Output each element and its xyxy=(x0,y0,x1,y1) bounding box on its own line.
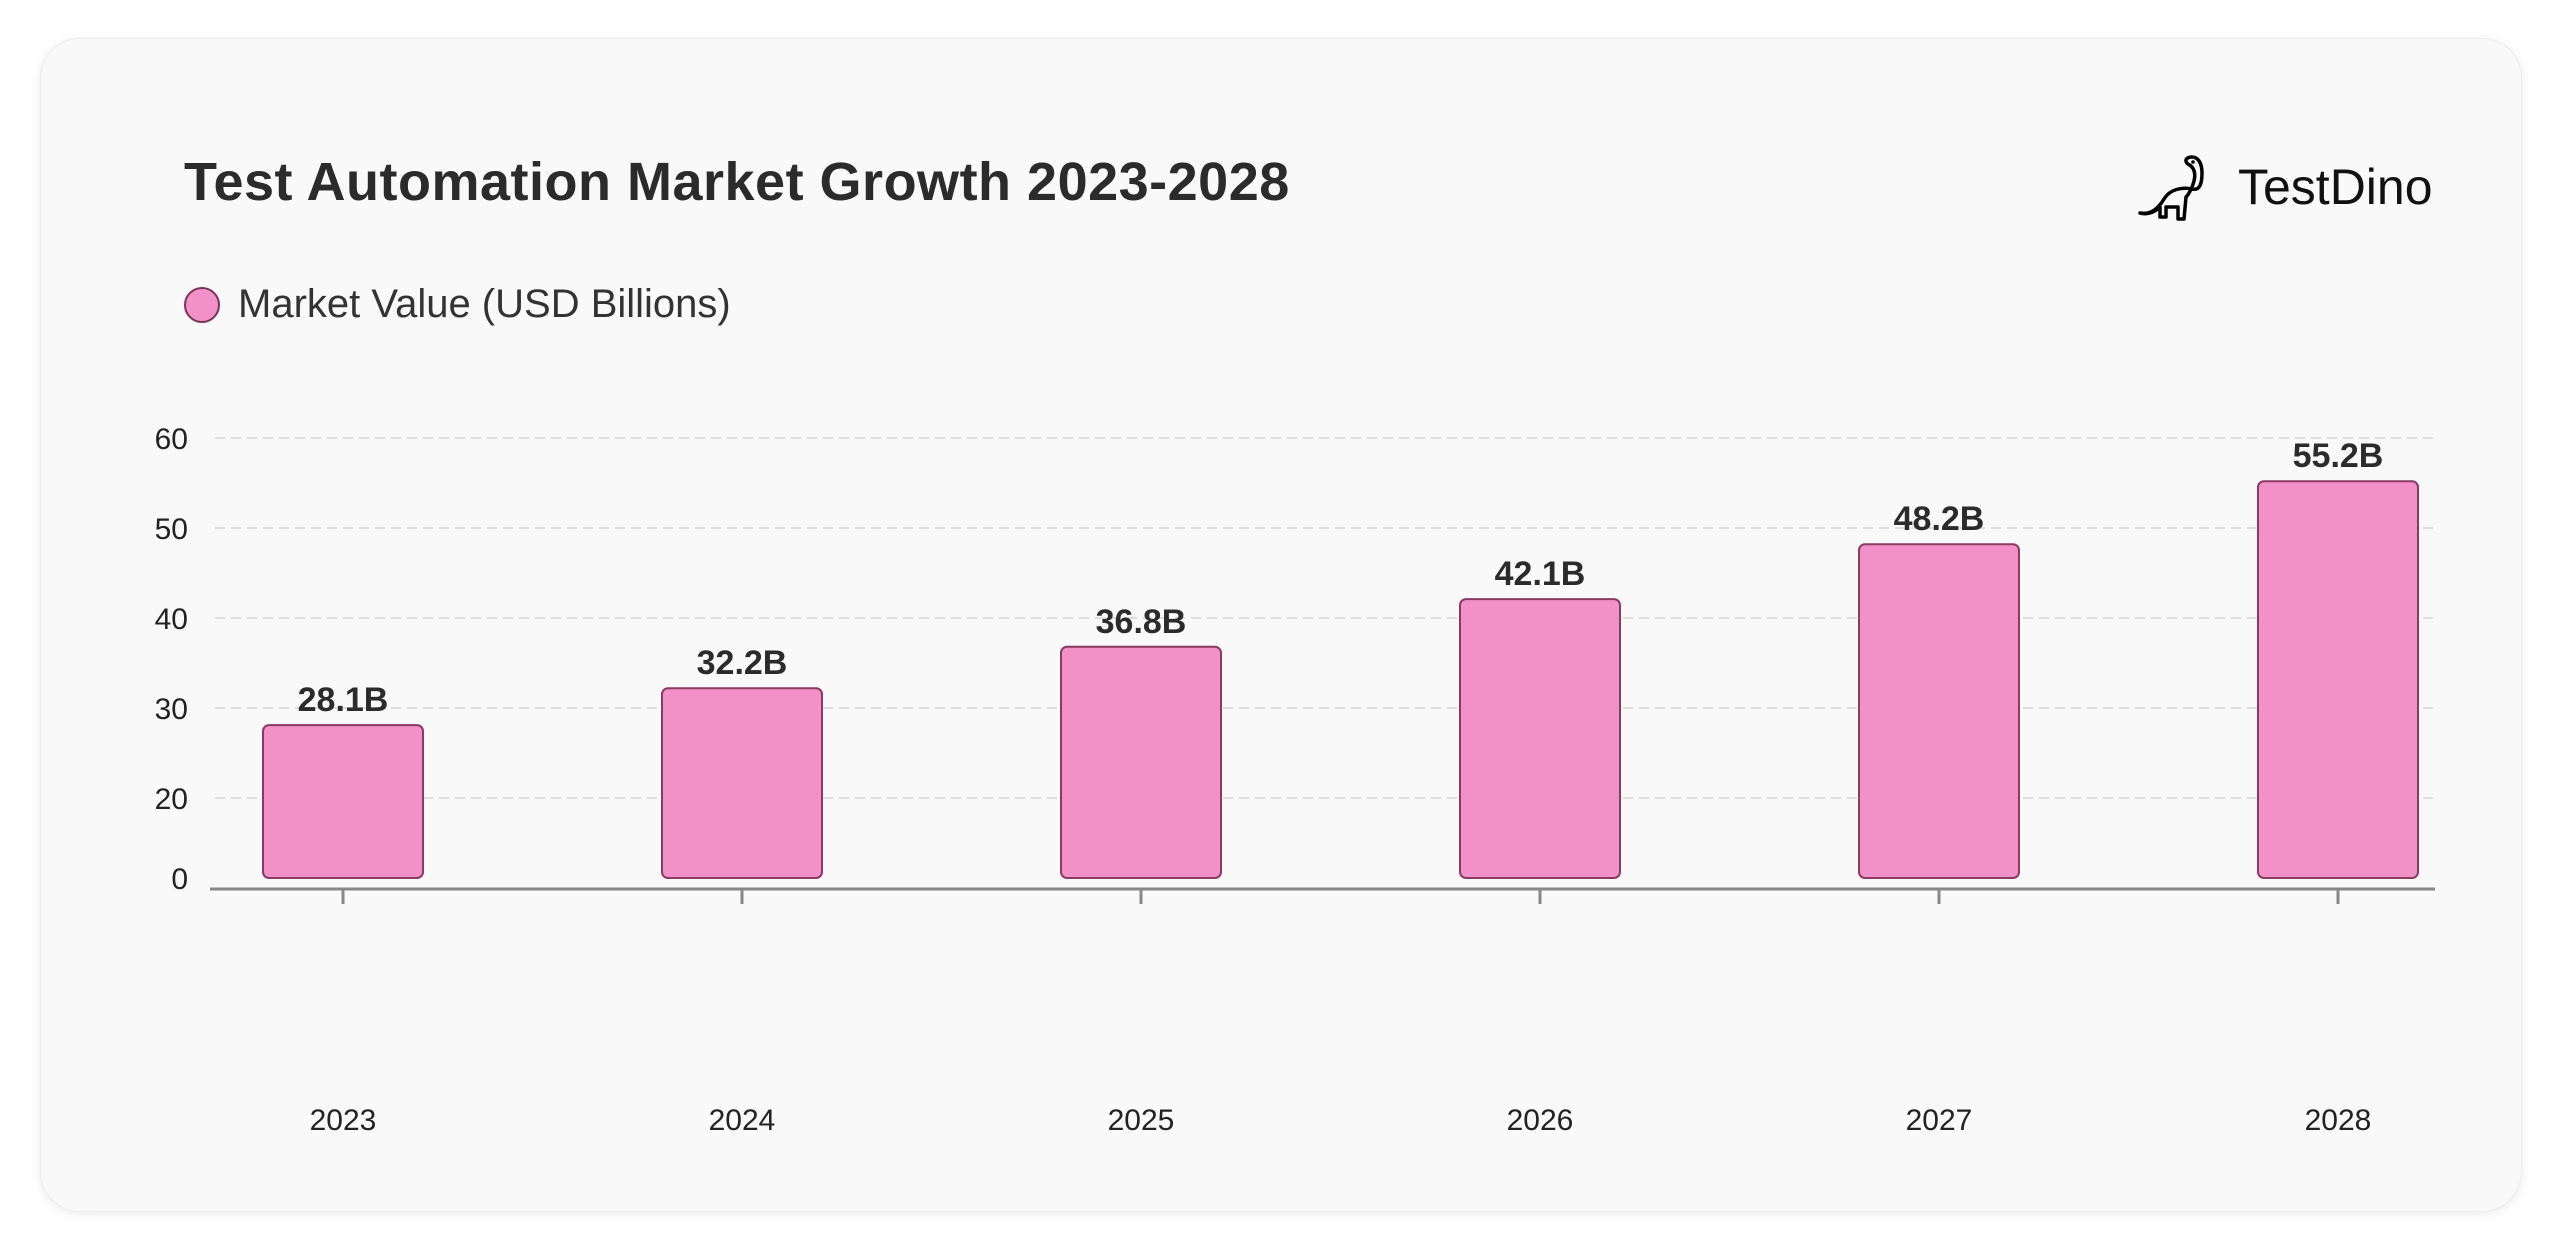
data-label: 42.1B xyxy=(1495,555,1586,593)
x-tick-label: 2025 xyxy=(1108,1104,1175,1137)
logo-text: TestDino xyxy=(2238,159,2433,215)
bar-2023 xyxy=(262,724,424,879)
chart-title: Test Automation Market Growth 2023-2028 xyxy=(184,152,1290,212)
legend-label: Market Value (USD Billions) xyxy=(238,282,731,326)
y-tick-label: 60 xyxy=(155,423,188,456)
bar-2026 xyxy=(1459,598,1621,879)
bar-2025 xyxy=(1060,645,1222,879)
data-label: 36.8B xyxy=(1096,603,1187,641)
logo: TestDino xyxy=(2136,149,2433,225)
legend-swatch xyxy=(184,286,220,323)
legend: Market Value (USD Billions) xyxy=(184,282,731,327)
x-tick-label: 2027 xyxy=(1906,1104,1973,1137)
x-tick-label: 2028 xyxy=(2305,1104,2372,1137)
y-tick-label: 20 xyxy=(155,783,188,816)
y-tick-label: 40 xyxy=(155,603,188,636)
chart-card: Test Automation Market Growth 2023-2028 … xyxy=(40,38,2522,1212)
bar-2024 xyxy=(661,687,823,880)
data-label: 28.1B xyxy=(298,681,389,719)
bar-2028 xyxy=(2257,480,2419,879)
x-tick-label: 2024 xyxy=(709,1104,776,1137)
data-label: 55.2B xyxy=(2293,437,2384,475)
dinosaur-icon xyxy=(2138,155,2204,221)
bar-2027 xyxy=(1858,543,2020,879)
y-tick-label: 0 xyxy=(171,863,188,896)
x-tick-label: 2023 xyxy=(310,1104,377,1137)
y-tick-label: 30 xyxy=(155,693,188,726)
data-label: 32.2B xyxy=(697,644,788,682)
y-tick-label: 50 xyxy=(155,513,188,546)
x-tick-label: 2026 xyxy=(1507,1104,1574,1137)
data-label: 48.2B xyxy=(1894,500,1985,538)
